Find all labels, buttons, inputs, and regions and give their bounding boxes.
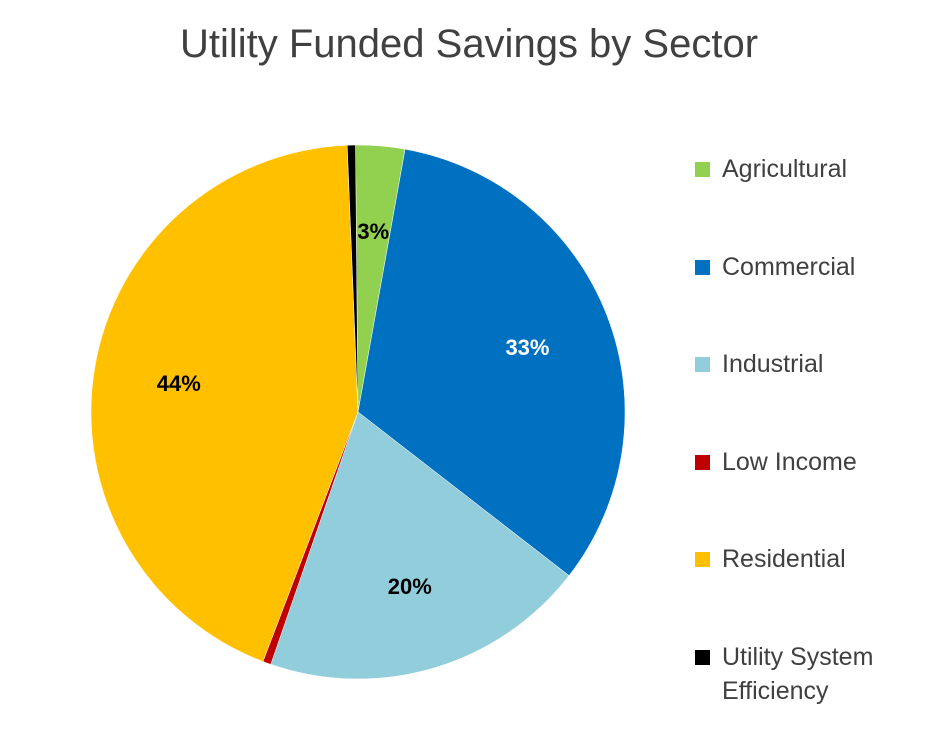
legend-label: Utility System Efficiency [722, 642, 874, 705]
chart-title: Utility Funded Savings by Sector [179, 22, 759, 66]
data-label-industrial: 20% [388, 574, 432, 599]
legend-swatch [695, 454, 710, 470]
legend-item-residential: Residential [695, 542, 922, 576]
legend-swatch [695, 162, 710, 177]
legend-item-agricultural: Agricultural [695, 152, 922, 186]
legend-label: Low Income [722, 447, 857, 476]
legend-label: Industrial [722, 350, 824, 378]
pie-slice-industrial [270, 411, 570, 680]
pie-slice-commercial [357, 148, 626, 576]
legend-label: Residential [722, 545, 846, 573]
legend-label: Agricultural [722, 155, 848, 183]
data-label-agricultural: 3% [357, 219, 389, 244]
legend-swatch [695, 649, 710, 665]
data-label-residential: 44% [157, 371, 201, 396]
legend-item-commercial: Commercial [695, 250, 922, 284]
data-label-commercial: 33% [505, 335, 549, 360]
legend-swatch [695, 357, 710, 372]
pie-slice-residential [90, 144, 359, 662]
legend-swatch [695, 259, 710, 275]
legend-label: Commercial [722, 252, 856, 281]
legend-swatch [695, 552, 710, 567]
pie-slice-utility-system-efficiency [346, 144, 359, 413]
legend-item-low-income: Low Income [695, 445, 922, 479]
legend-item-industrial: Industrial [695, 347, 922, 381]
legend-item-utility-system-efficiency: Utility System Efficiency [695, 640, 922, 708]
